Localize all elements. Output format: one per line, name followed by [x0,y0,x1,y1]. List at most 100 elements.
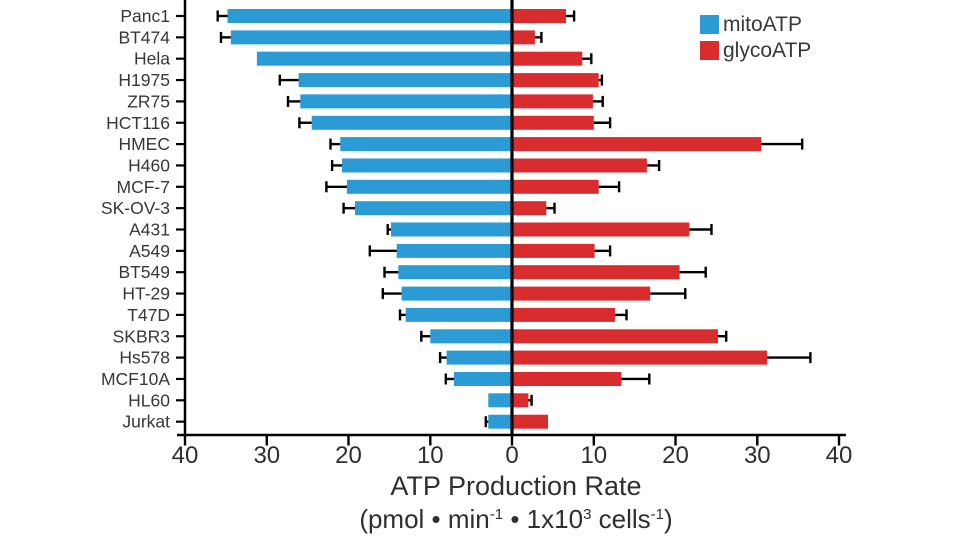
category-label-Hs578: Hs578 [119,348,170,368]
errorbar-mitoATP-HCT116 [298,117,312,129]
x-tick-label-0: 40 [172,442,199,469]
errorbar-glycoATP-BT549 [679,266,707,278]
x-tick-label-2: 20 [335,442,362,469]
bar-glycoATP-Hs578 [512,350,768,365]
errorbar-glycoATP-HL60 [528,394,533,406]
bar-glycoATP-HMEC [512,137,762,152]
bar-glycoATP-Panc1 [512,9,566,23]
bar-mitoATP-SK-OV-3 [355,201,512,216]
legend-swatch-mitoATP [700,15,719,34]
category-label-ZR75: ZR75 [127,91,170,111]
category-label-HL60: HL60 [128,390,170,410]
category-label-BT549: BT549 [118,262,170,282]
category-label-SKBR3: SKBR3 [113,326,170,346]
x-tick-label-3: 10 [417,442,444,469]
category-label-T47D: T47D [127,305,170,325]
bar-mitoATP-HMEC [340,137,512,152]
bar-mitoATP-MCF10A [454,372,512,386]
x-tick-label-7: 30 [744,442,771,469]
bar-glycoATP-Jurkat [512,414,548,429]
error-bars-group [216,10,812,428]
errorbar-glycoATP-Hs578 [767,352,812,364]
errorbar-mitoATP-Panc1 [216,10,228,22]
bars-group [227,9,768,429]
bar-mitoATP-SKBR3 [430,329,513,344]
bar-mitoATP-MCF-7 [346,179,512,194]
bar-mitoATP-T47D [405,307,512,322]
bar-mitoATP-Hela [256,51,512,66]
legend: mitoATP glycoATP [700,13,811,62]
category-label-H460: H460 [128,156,170,176]
x-tick-label-6: 20 [662,442,689,469]
category-label-H1975: H1975 [118,70,170,90]
bar-mitoATP-Panc1 [227,9,512,23]
bar-mitoATP-Jurkat [488,414,512,429]
errorbar-glycoATP-H460 [646,160,661,171]
errorbar-glycoATP-SKBR3 [718,330,728,342]
bar-glycoATP-HT-29 [512,286,651,301]
bar-mitoATP-BT474 [230,30,513,45]
bar-mitoATP-A431 [391,222,512,237]
errorbar-mitoATP-HMEC [329,138,341,150]
category-label-Hela: Hela [134,49,170,69]
errorbar-mitoATP-BT549 [383,266,399,278]
category-label-MCF-7: MCF-7 [117,177,170,197]
errorbar-mitoATP-A431 [386,224,391,235]
bar-glycoATP-Hela [512,51,583,66]
bar-mitoATP-HL60 [488,393,512,408]
bar-glycoATP-HCT116 [512,115,594,130]
x-axis-title: ATP Production Rate [390,471,641,501]
legend-label-glycoATP: glycoATP [723,39,811,62]
bar-mitoATP-A549 [396,243,512,258]
x-tick-label-5: 10 [580,442,607,469]
legend-label-mitoATP: mitoATP [723,13,802,36]
category-label-HCT116: HCT116 [106,113,170,133]
errorbar-mitoATP-HT-29 [381,288,402,300]
errorbar-mitoATP-H1975 [278,74,299,86]
category-label-HMEC: HMEC [118,134,170,154]
category-label-HT-29: HT-29 [122,284,170,304]
errorbar-glycoATP-BT474 [534,31,543,43]
bar-mitoATP-HT-29 [401,286,512,301]
bar-glycoATP-BT549 [512,265,680,280]
errorbar-glycoATP-T47D [615,309,628,321]
bar-mitoATP-HCT116 [311,115,512,130]
errorbar-glycoATP-HT-29 [650,288,687,300]
errorbar-mitoATP-H460 [330,160,342,171]
errorbar-glycoATP-SK-OV-3 [546,202,556,214]
errorbar-glycoATP-HMEC [761,138,804,150]
errorbar-glycoATP-MCF-7 [598,181,621,193]
category-label-BT474: BT474 [118,27,170,47]
bar-glycoATP-MCF-7 [512,179,599,194]
errorbar-mitoATP-A549 [368,245,397,257]
bar-glycoATP-ZR75 [512,94,593,109]
errorbar-glycoATP-HCT116 [593,117,612,129]
category-label-A431: A431 [129,220,170,240]
errorbar-mitoATP-SK-OV-3 [342,202,355,214]
category-label-A549: A549 [129,241,170,261]
errorbar-mitoATP-Hs578 [438,352,447,364]
category-label-MCF10A: MCF10A [101,369,170,389]
bar-glycoATP-H1975 [512,73,599,88]
x-axis-units: (pmol • min-1 • 1x103 cells-1) [359,504,672,534]
x-ticks-group: 40 30 20 10 0 10 20 30 40 [172,435,852,469]
bar-glycoATP-BT474 [512,30,535,45]
errorbar-mitoATP-SKBR3 [420,330,431,342]
x-tick-label-4: 0 [505,442,518,469]
errorbar-glycoATP-H1975 [598,74,604,86]
bar-glycoATP-A549 [512,243,595,258]
errorbar-glycoATP-MCF10A [621,373,651,385]
errorbar-glycoATP-ZR75 [592,95,604,107]
errorbar-glycoATP-A549 [594,245,612,257]
errorbar-glycoATP-Panc1 [566,10,576,22]
errorbar-glycoATP-Hela [582,53,593,65]
errorbar-mitoATP-T47D [398,309,406,321]
bar-mitoATP-ZR75 [300,94,512,109]
bar-glycoATP-MCF10A [512,372,622,386]
bar-mitoATP-H1975 [298,73,512,88]
category-label-SK-OV-3: SK-OV-3 [101,198,170,218]
errorbar-mitoATP-MCF-7 [325,181,347,193]
bar-mitoATP-Hs578 [446,350,512,365]
